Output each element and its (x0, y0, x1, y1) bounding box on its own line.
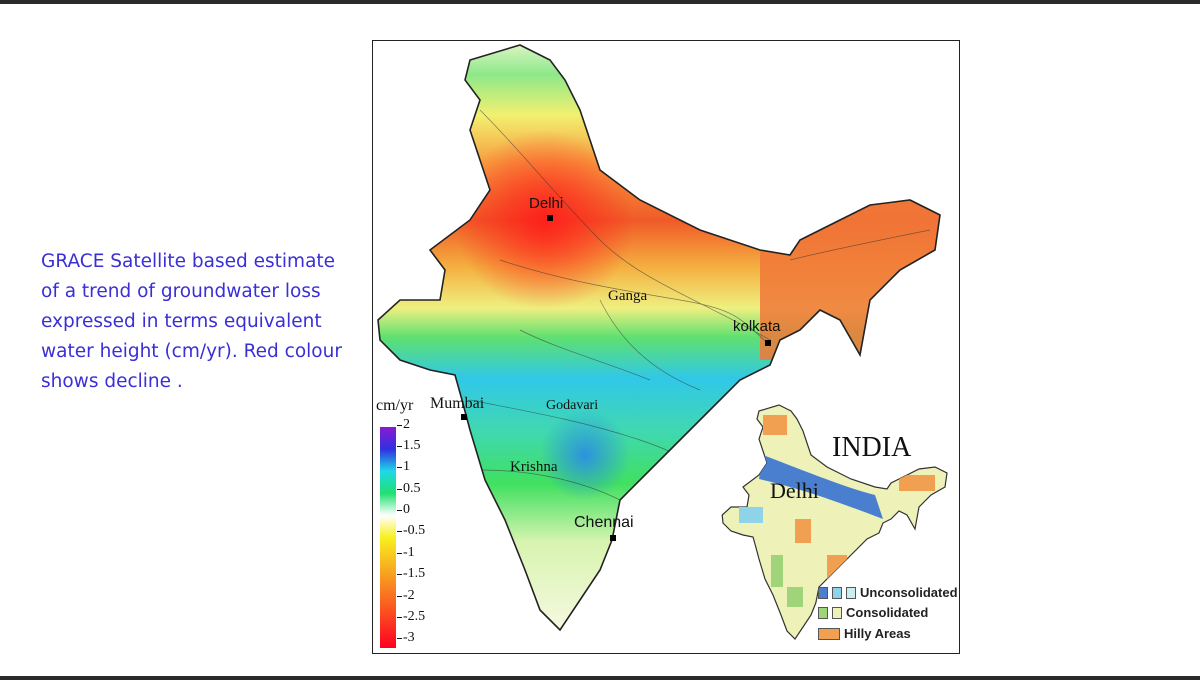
colorbar-tick: 0.5 (397, 481, 421, 496)
legend-label: Consolidated (846, 605, 929, 620)
map-frame (372, 40, 960, 654)
colorbar-tick: -2 (397, 588, 415, 603)
inset-map (721, 404, 948, 640)
colorbar-tick: 1 (397, 459, 410, 474)
river-label-ganga: Ganga (608, 288, 648, 304)
inset-city-label: Delhi (770, 478, 819, 503)
colorbar-unit: cm/yr (376, 397, 414, 414)
legend-consolidated: Consolidated (818, 605, 928, 620)
city-label-mumbai: Mumbai (430, 395, 485, 412)
legend-swatch (832, 586, 842, 599)
legend-unconsolidated: Unconsolidated (818, 585, 958, 600)
legend-swatch (818, 586, 828, 599)
colorbar-tick: 2 (397, 417, 410, 432)
legend-swatch (818, 606, 828, 619)
colorbar-tick: 0 (397, 502, 410, 517)
colorbar-tick: -1 (397, 545, 415, 560)
window-bottom-bar (0, 676, 1200, 680)
legend-label: Hilly Areas (844, 626, 911, 641)
city-label-chennai: Chennai (574, 514, 634, 531)
legend-label: Unconsolidated (860, 585, 958, 600)
colorbar-tick: 1.5 (397, 438, 421, 453)
colorbar (380, 427, 396, 648)
river-label-krishna: Krishna (510, 459, 558, 475)
city-label-kolkata: kolkata (733, 318, 781, 335)
colorbar-tick: -1.5 (396, 566, 426, 581)
city-label-delhi: Delhi (529, 195, 564, 212)
colorbar-tick: -0.5 (396, 523, 426, 538)
city-markers (461, 215, 771, 541)
legend-swatch (818, 627, 840, 640)
river-label-godavari: Godavari (546, 398, 599, 413)
window-top-bar (0, 0, 1200, 4)
slide-caption: GRACE Satellite based estimate of a tren… (41, 251, 342, 392)
inset-title: INDIA (832, 432, 912, 463)
legend-swatch (846, 586, 856, 599)
colorbar-tick: -2.5 (396, 609, 426, 624)
main-trend-map (377, 44, 941, 631)
colorbar-tick: -3 (397, 630, 415, 645)
river-lines (469, 109, 931, 501)
legend-swatch (832, 606, 842, 619)
legend-hilly: Hilly Areas (818, 626, 911, 641)
